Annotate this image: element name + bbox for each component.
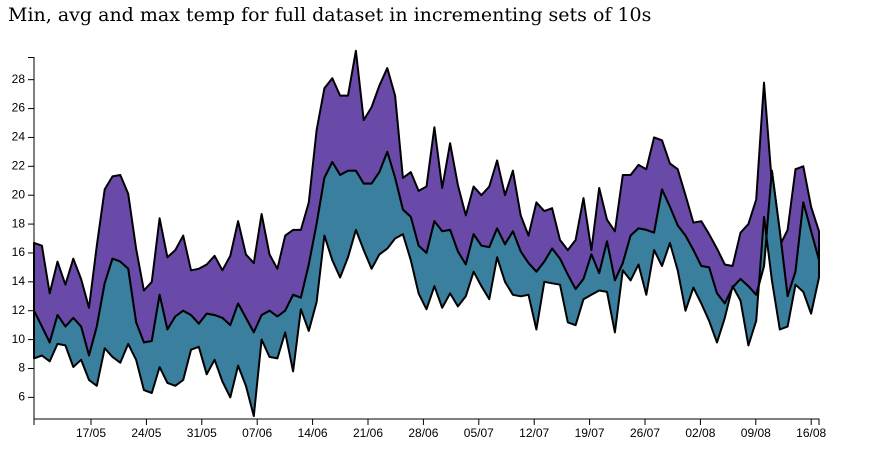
y-axis: 6 8 10 12 14 16 18 20 22 24 26 28 — [12, 57, 35, 419]
x-axis: 17/05 24/05 31/05 07/06 14/06 21/06 28/06 05/07… — [33, 418, 827, 440]
y-tick-label: 28 — [12, 72, 26, 86]
x-tick-label: 16/08 — [796, 426, 826, 440]
x-tick-label: 31/05 — [187, 426, 217, 440]
y-axis-line — [28, 57, 35, 419]
x-tick-label: 02/08 — [685, 426, 715, 440]
x-tick-label: 14/06 — [298, 426, 328, 440]
y-tick-label: 12 — [12, 303, 26, 317]
x-tick-label: 12/07 — [519, 426, 549, 440]
avg-min-band — [33, 150, 820, 418]
x-tick-label: 26/07 — [630, 426, 660, 440]
y-tick-label: 6 — [18, 390, 25, 404]
x-axis-line — [33, 418, 820, 425]
x-tick-label: 07/06 — [242, 426, 272, 440]
area-bands — [33, 49, 820, 418]
y-tick-label: 16 — [12, 245, 26, 259]
chart-title: Min, avg and max temp for full dataset i… — [8, 4, 652, 26]
x-tick-label: 09/08 — [741, 426, 771, 440]
x-tick-label: 19/07 — [575, 426, 605, 440]
x-tick-label: 24/05 — [131, 426, 161, 440]
y-tick-label: 20 — [12, 187, 26, 201]
y-tick-label: 8 — [18, 361, 25, 375]
x-tick-label: 21/06 — [353, 426, 383, 440]
y-tick-label: 14 — [12, 274, 26, 288]
y-tick-label: 22 — [12, 158, 26, 172]
y-tick-label: 24 — [12, 130, 26, 144]
x-tick-label: 17/05 — [76, 426, 106, 440]
x-tick-label: 05/07 — [464, 426, 494, 440]
y-tick-label: 10 — [12, 332, 26, 346]
y-tick-label: 26 — [12, 101, 26, 115]
x-tick-label: 28/06 — [408, 426, 438, 440]
y-tick-label: 18 — [12, 216, 26, 230]
